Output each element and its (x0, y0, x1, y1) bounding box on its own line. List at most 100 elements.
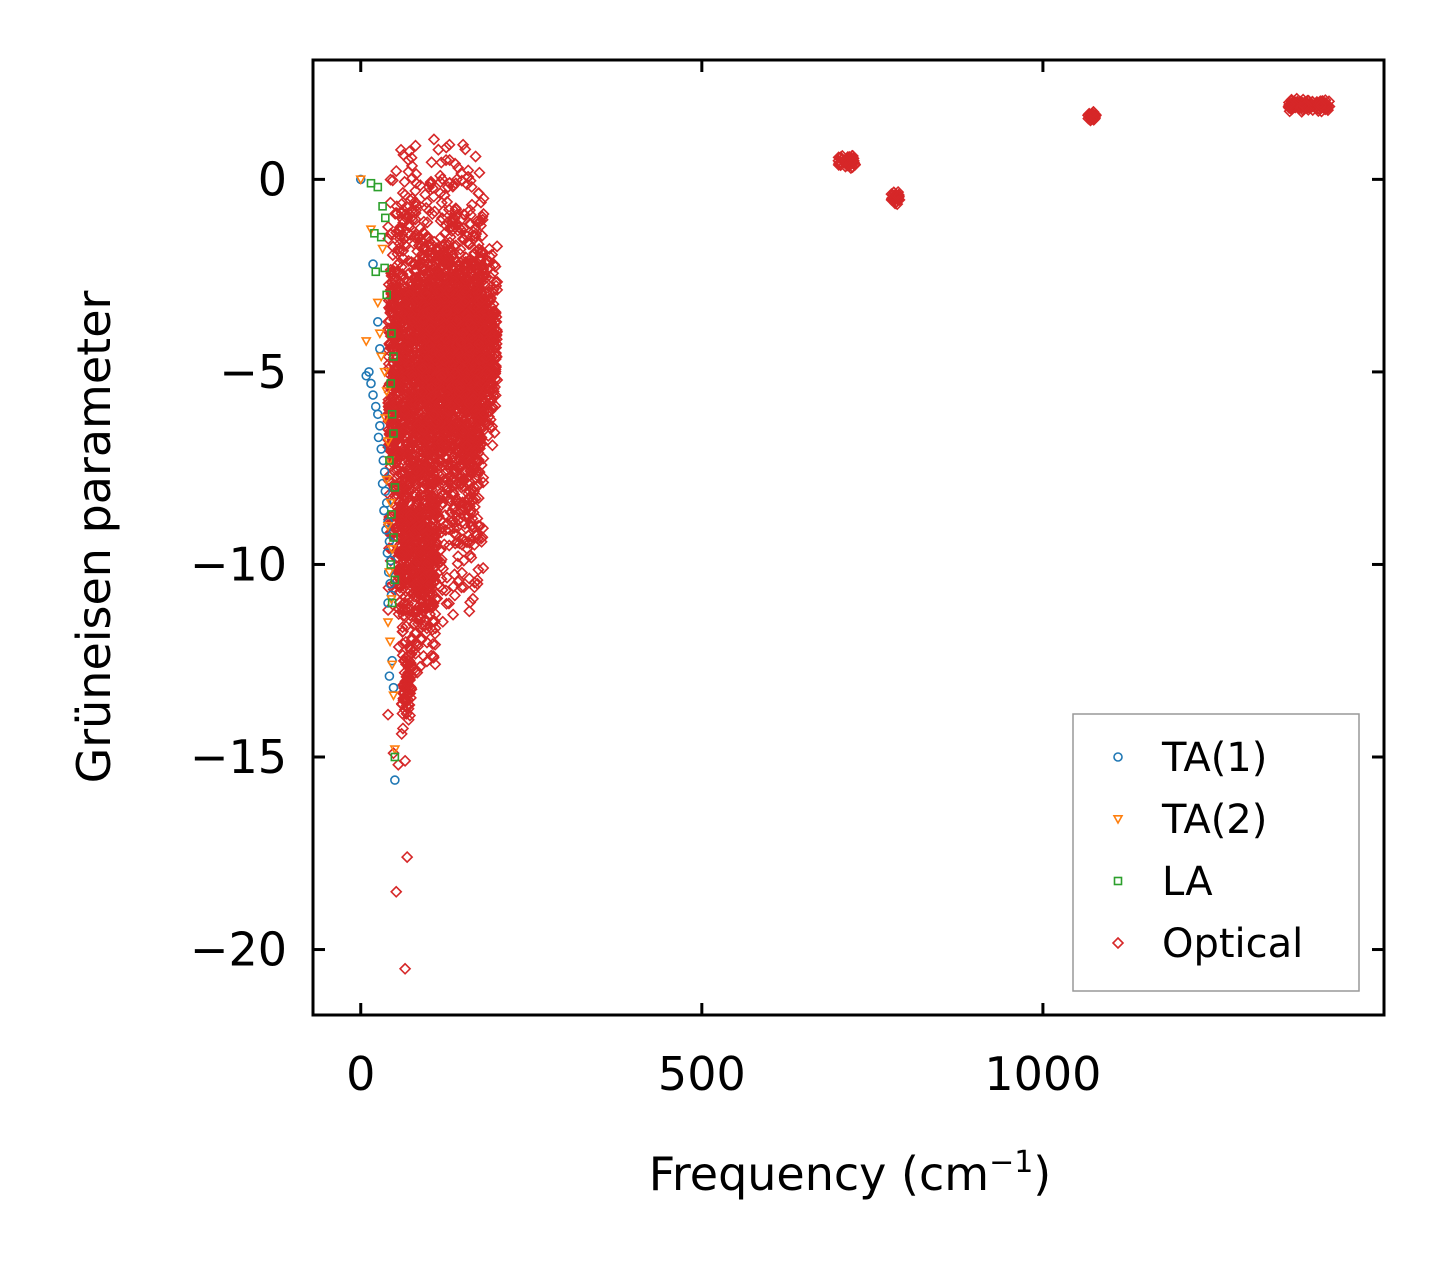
optical-point (458, 284, 472, 297)
optical-point (402, 702, 415, 715)
optical-point (467, 480, 480, 493)
optical-point (411, 604, 424, 618)
optical-point (1084, 114, 1097, 127)
optical-point (446, 331, 459, 344)
optical-point (433, 429, 446, 443)
la-point (387, 409, 397, 419)
optical-point (439, 153, 453, 167)
optical-point (396, 421, 409, 435)
optical-point (491, 275, 504, 289)
optical-point (386, 248, 399, 262)
optical-point (431, 294, 445, 307)
optical-point (402, 496, 415, 509)
optical-point (434, 169, 447, 182)
optical-point (463, 204, 477, 217)
optical-point (431, 356, 444, 369)
optical-point (475, 431, 488, 444)
optical-point (402, 640, 415, 653)
optical-point (438, 272, 452, 285)
optical-point (406, 442, 419, 455)
optical-point (398, 404, 411, 418)
optical-point (382, 350, 395, 363)
optical-point (406, 390, 420, 403)
la-point (382, 290, 391, 300)
optical-point (424, 480, 438, 493)
optical-point (391, 385, 405, 398)
optical-point (461, 170, 474, 184)
optical-point (485, 327, 498, 340)
optical-point (386, 323, 400, 337)
ta-2-point (381, 475, 393, 486)
optical-point (427, 246, 440, 259)
optical-point (388, 380, 401, 393)
optical-point (426, 637, 440, 651)
optical-point (420, 196, 433, 209)
y-tick-label: 0 (258, 152, 287, 206)
optical-point (392, 294, 406, 307)
la-point (390, 483, 400, 492)
optical-point (421, 216, 434, 229)
optical-point (389, 365, 402, 378)
optical-point (425, 156, 438, 169)
optical-point (447, 211, 460, 224)
legend-label: LA (1162, 859, 1213, 905)
optical-point (389, 289, 402, 302)
la-point (389, 533, 398, 542)
legend-label: Optical (1162, 921, 1303, 967)
ta-2-point (372, 298, 384, 309)
optical-point (433, 255, 447, 269)
optical-point (425, 520, 438, 533)
optical-point (471, 311, 484, 324)
optical-point (391, 431, 405, 444)
optical-point (486, 267, 500, 280)
optical-point (439, 465, 453, 478)
optical-point (403, 709, 417, 722)
optical-point (454, 223, 467, 236)
optical-point (414, 545, 427, 559)
optical-point (416, 247, 429, 261)
optical-point (386, 240, 400, 253)
optical-point (465, 180, 478, 194)
optical-point (477, 561, 490, 575)
optical-point (435, 240, 449, 253)
optical-point (468, 452, 481, 465)
ta-1-point (390, 775, 400, 785)
optical-point (426, 461, 439, 474)
optical-point (396, 625, 409, 638)
optical-point (472, 338, 485, 351)
optical-point (418, 465, 431, 479)
optical-point (411, 638, 424, 651)
ta-2-point (382, 618, 394, 628)
optical-point (413, 588, 426, 601)
optical-point (470, 274, 483, 287)
optical-point (389, 363, 402, 376)
optical-point (397, 343, 410, 356)
optical-point (468, 576, 481, 589)
ta-1-point (373, 317, 383, 327)
optical-point (473, 353, 487, 366)
ta-2-point (389, 745, 401, 755)
legend-marker (1112, 814, 1124, 825)
ta-2-point (386, 660, 398, 671)
optical-point (472, 270, 485, 284)
optical-point (455, 425, 469, 438)
optical-point (464, 317, 477, 330)
optical-point (396, 432, 409, 445)
optical-point (486, 306, 499, 319)
optical-point (459, 414, 472, 427)
optical-point (410, 176, 423, 190)
ta-1-point (384, 671, 395, 681)
optical-point (424, 507, 437, 520)
y-axis-title: Grüneisen parameter (67, 290, 121, 783)
optical-point (1300, 102, 1313, 115)
optical-point (471, 573, 484, 587)
optical-point (427, 133, 441, 146)
optical-point (460, 536, 474, 549)
optical-point (450, 314, 463, 328)
optical-point (480, 365, 494, 378)
optical-point (386, 174, 399, 187)
optical-point (451, 550, 465, 563)
optical-point (400, 556, 413, 569)
optical-point (423, 275, 437, 288)
